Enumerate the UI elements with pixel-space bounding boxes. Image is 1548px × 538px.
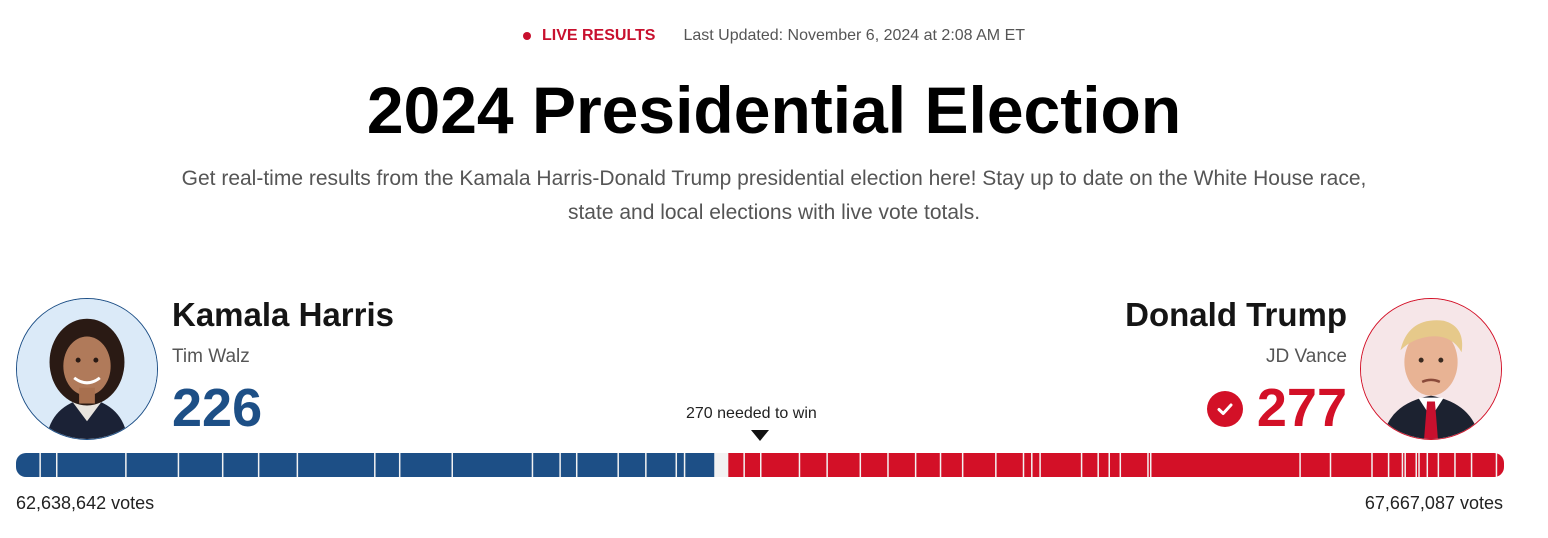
trump-portrait-icon [1361, 299, 1501, 439]
rep-state-segment[interactable] [1372, 453, 1388, 477]
electoral-vote-bar[interactable] [16, 453, 1504, 477]
rep-state-segment[interactable] [1472, 453, 1496, 477]
rep-state-segment[interactable] [1121, 453, 1148, 477]
rep-state-segment[interactable] [1389, 453, 1402, 477]
rep-state-segment[interactable] [1082, 453, 1098, 477]
rep-state-segment[interactable] [1497, 453, 1504, 477]
rep-state-segment[interactable] [1331, 453, 1372, 477]
dem-state-segment[interactable] [618, 453, 646, 477]
rep-state-segment[interactable] [1439, 453, 1455, 477]
subtitle-line-2: state and local elections with live vote… [567, 201, 981, 224]
dem-popular-votes: 62,638,642 votes [16, 493, 155, 513]
rep-popular-votes: 67,667,087 votes [1364, 493, 1503, 513]
dem-state-segment[interactable] [685, 453, 715, 477]
live-status-row: LIVE RESULTS Last Updated: November 6, 2… [0, 27, 1548, 45]
rep-state-segment[interactable] [1032, 453, 1040, 477]
dem-state-segment[interactable] [179, 453, 222, 477]
dem-state-segment[interactable] [16, 453, 40, 477]
rep-state-segment[interactable] [744, 453, 760, 477]
live-indicator-dot [522, 32, 531, 40]
rep-electoral-votes: 277 [1256, 378, 1347, 438]
winner-check-icon [1207, 391, 1243, 427]
harris-avatar[interactable] [16, 298, 158, 440]
rep-state-segment[interactable] [1040, 453, 1081, 477]
dem-state-segment[interactable] [560, 453, 576, 477]
rep-state-segment[interactable] [861, 453, 888, 477]
rep-state-segment[interactable] [1428, 453, 1438, 477]
rep-state-segment[interactable] [1148, 453, 1150, 477]
dem-state-segment[interactable] [298, 453, 375, 477]
page-subtitle: Get real-time results from the Kamala Ha… [0, 162, 1548, 230]
rep-state-segment[interactable] [1024, 453, 1032, 477]
trump-avatar[interactable] [1360, 298, 1502, 440]
rep-state-segment[interactable] [916, 453, 940, 477]
dem-state-segment[interactable] [452, 453, 532, 477]
dem-state-segment[interactable] [533, 453, 560, 477]
rep-state-segment[interactable] [963, 453, 996, 477]
dem-state-segment[interactable] [400, 453, 452, 477]
rep-candidate-name[interactable]: Donald Trump [1125, 296, 1347, 333]
threshold-label: 270 needed to win [686, 405, 817, 422]
subtitle-line-1: Get real-time results from the Kamala Ha… [181, 167, 1367, 190]
rep-state-segment[interactable] [941, 453, 962, 477]
dem-state-segment[interactable] [259, 453, 297, 477]
dem-state-segment[interactable] [126, 453, 178, 477]
rep-state-segment[interactable] [1151, 453, 1300, 477]
harris-portrait-icon [17, 299, 157, 439]
rep-state-segment[interactable] [1109, 453, 1120, 477]
threshold-marker-icon [751, 430, 769, 441]
dem-candidate-name[interactable]: Kamala Harris [172, 296, 394, 333]
rep-state-segment[interactable] [1403, 453, 1405, 477]
rep-state-segment[interactable] [1416, 453, 1419, 477]
dem-state-segment[interactable] [40, 453, 56, 477]
rep-state-segment[interactable] [996, 453, 1023, 477]
rep-state-segment[interactable] [1419, 453, 1427, 477]
dem-state-segment[interactable] [375, 453, 399, 477]
last-updated-text: Last Updated: November 6, 2024 at 2:08 A… [683, 27, 1026, 44]
rep-state-segment[interactable] [761, 453, 799, 477]
rep-state-segment[interactable] [1098, 453, 1109, 477]
rep-state-segment[interactable] [1405, 453, 1416, 477]
rep-state-segment[interactable] [1455, 453, 1471, 477]
dem-state-segment[interactable] [577, 453, 618, 477]
rep-state-segment[interactable] [800, 453, 827, 477]
rep-state-segment[interactable] [1300, 453, 1330, 477]
live-results-label: LIVE RESULTS [541, 27, 656, 44]
dem-state-segment[interactable] [646, 453, 676, 477]
dem-state-segment[interactable] [57, 453, 126, 477]
dem-electoral-votes: 226 [172, 378, 263, 438]
page-title: 2024 Presidential Election [366, 73, 1182, 147]
rep-state-segment[interactable] [827, 453, 860, 477]
dem-running-mate: Tim Walz [172, 346, 250, 367]
rep-state-segment[interactable] [728, 453, 744, 477]
dem-state-segment[interactable] [223, 453, 258, 477]
rep-state-segment[interactable] [888, 453, 915, 477]
rep-running-mate: JD Vance [1266, 346, 1347, 367]
dem-state-segment[interactable] [677, 453, 684, 477]
